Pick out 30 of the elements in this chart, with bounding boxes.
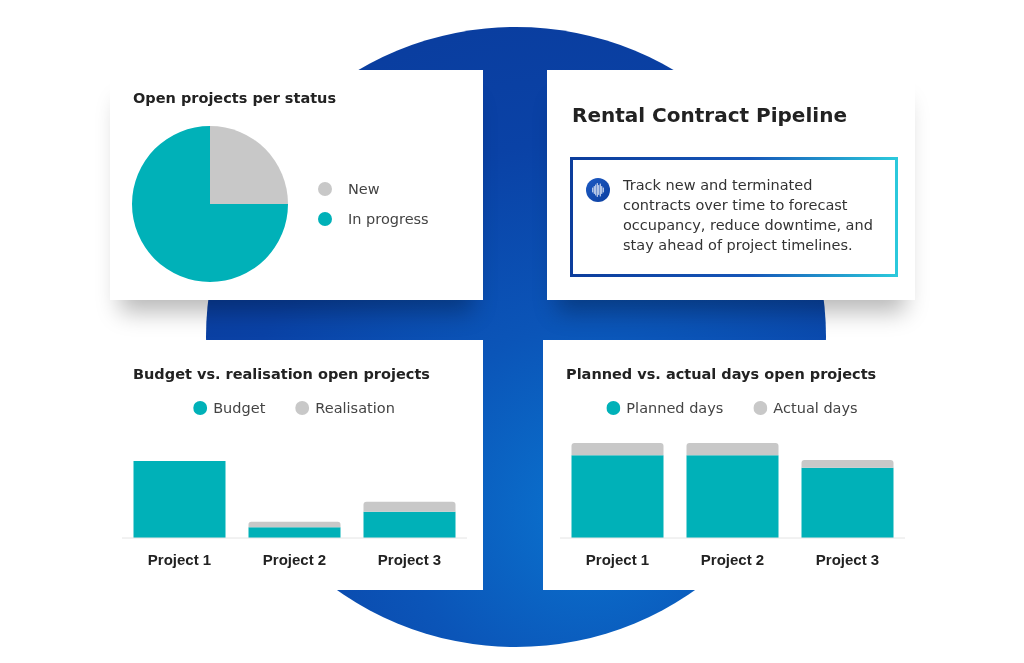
bar [686,443,778,456]
bar [363,511,455,538]
bar [571,443,663,456]
bar [571,455,663,538]
x-tick-label: Project 3 [377,550,441,568]
bar [801,460,893,468]
pie-slice [132,126,288,282]
x-tick-label: Project 2 [262,550,326,568]
x-tick-label: Project 2 [700,550,764,568]
pie-slice [210,126,288,204]
bar [133,461,225,538]
bar [248,521,340,528]
x-tick-label: Project 1 [147,550,211,568]
x-tick-label: Project 3 [815,550,879,568]
bar [248,527,340,538]
chart-title: Open projects per status [133,90,337,106]
bar [686,455,778,538]
legend-label: Actual days [773,400,858,416]
bar [801,467,893,538]
callout-box: Track new and terminated contracts over time to forecast occupancy, reduce downtime, and stay ahead of project timelines. [570,157,898,277]
chart-title: Planned vs. actual days open projects [566,366,877,382]
legend-label: Realisation [315,400,395,416]
legend-label: Budget [213,400,266,416]
legend-label: Planned days [626,400,724,416]
text: Rental Contract Pipeline [572,103,847,127]
x-tick-label: Project 1 [585,550,649,568]
legend-label: In progress [348,211,429,227]
bar [363,501,455,512]
chart-title: Budget vs. realisation open projects [133,366,430,382]
legend-label: New [348,181,380,197]
